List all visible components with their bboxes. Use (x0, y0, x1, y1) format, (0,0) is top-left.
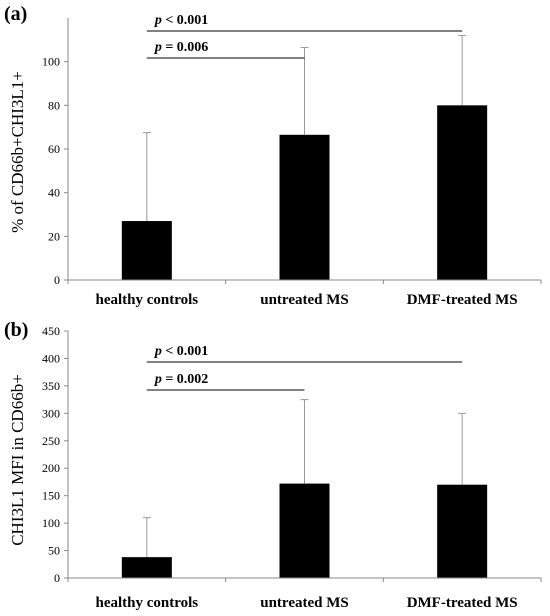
panel-a-bar (437, 105, 488, 280)
panel-b-significance-label: p = 0.002 (154, 372, 208, 387)
panel-b-bar (279, 483, 330, 578)
panel-a-y-axis-title: % of CD66b+CHI3L1+ (8, 71, 27, 233)
panel-b-y-tick-label: 250 (42, 434, 60, 448)
panel-a-bar (279, 134, 330, 280)
panel-b-bars (121, 399, 488, 578)
panel-b-y-tick-label: 450 (42, 324, 60, 338)
panel-a-category-label: untreated MS (260, 292, 348, 308)
panel-b-category-label: untreated MS (260, 595, 348, 611)
panel-a-y-tick-label: 80 (48, 98, 60, 112)
panel-b-y-tick-label: 0 (54, 571, 60, 585)
panel-b-y-tick-label: 400 (42, 351, 60, 365)
panel-a-y-tick-label: 40 (48, 186, 60, 200)
panel-a-y-tick-label: 0 (54, 273, 60, 287)
panel-b-label: (b) (4, 319, 28, 341)
panel-a-bars (121, 34, 488, 280)
panel-b-chart: (b) CHI3L1 MFI in CD66b+ 0 50 100 150 200 250… (4, 319, 542, 611)
panel-b-y-tick-label: 200 (42, 461, 60, 475)
panel-b-y-tick-label: 350 (42, 379, 60, 393)
panel-a-significance: p < 0.001 p = 0.006 (146, 13, 463, 59)
panel-b-y-tick-label: 150 (42, 489, 60, 503)
panel-b-y-ticks: 0 50 100 150 200 250 300 350 400 450 (42, 324, 68, 585)
panel-b-y-tick-label: 100 (42, 516, 60, 530)
panel-a-chart: (a) % of CD66b+CHI3L1+ 0 20 40 60 80 100 p < … (4, 3, 542, 308)
panel-b-categories: healthy controls untreated MS DMF-treated … (96, 595, 518, 611)
panel-a-y-tick-label: 100 (42, 55, 60, 69)
panel-a-y-tick-label: 60 (48, 142, 60, 156)
panel-a-significance-label: p < 0.001 (154, 13, 208, 28)
panel-b-bar (437, 484, 488, 578)
panel-b-category-label: healthy controls (96, 595, 199, 611)
panel-b-significance-label: p < 0.001 (154, 344, 208, 359)
panel-a-y-tick-label: 20 (48, 229, 60, 243)
panel-b-category-label: DMF-treated MS (407, 595, 518, 611)
panel-b-bar (121, 557, 172, 578)
panel-a-category-label: DMF-treated MS (407, 292, 518, 308)
panel-a-y-ticks: 0 20 40 60 80 100 (42, 55, 68, 287)
panel-b-y-tick-label: 50 (48, 544, 60, 558)
panel-b-y-axis-title: CHI3L1 MFI in CD66b+ (8, 374, 27, 546)
panel-a-categories: healthy controls untreated MS DMF-treated … (96, 292, 518, 308)
panel-a-significance-label: p = 0.006 (154, 40, 208, 55)
panel-b-significance: p < 0.001 p = 0.002 (146, 344, 463, 391)
panel-a-bar (121, 221, 172, 280)
panel-a-category-label: healthy controls (96, 292, 199, 308)
panel-a-label: (a) (4, 3, 27, 25)
panel-b-y-tick-label: 300 (42, 406, 60, 420)
